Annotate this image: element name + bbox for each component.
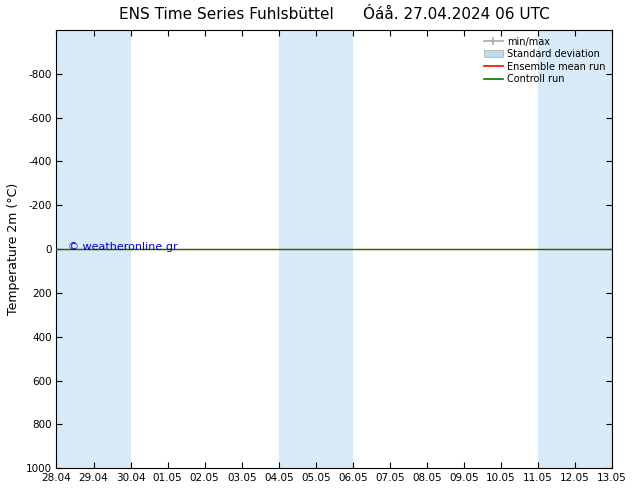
Y-axis label: Temperature 2m (°C): Temperature 2m (°C) bbox=[7, 183, 20, 315]
Bar bbox=[575, 30, 612, 468]
Text: © weatheronline.gr: © weatheronline.gr bbox=[68, 242, 178, 252]
Bar bbox=[538, 30, 575, 468]
Bar bbox=[56, 30, 94, 468]
Bar bbox=[279, 30, 316, 468]
Title: ENS Time Series Fuhlsbüttel      Óáå. 27.04.2024 06 UTC: ENS Time Series Fuhlsbüttel Óáå. 27.04.2… bbox=[119, 7, 550, 22]
Bar bbox=[94, 30, 131, 468]
Legend: min/max, Standard deviation, Ensemble mean run, Controll run: min/max, Standard deviation, Ensemble me… bbox=[480, 33, 609, 88]
Bar bbox=[316, 30, 353, 468]
